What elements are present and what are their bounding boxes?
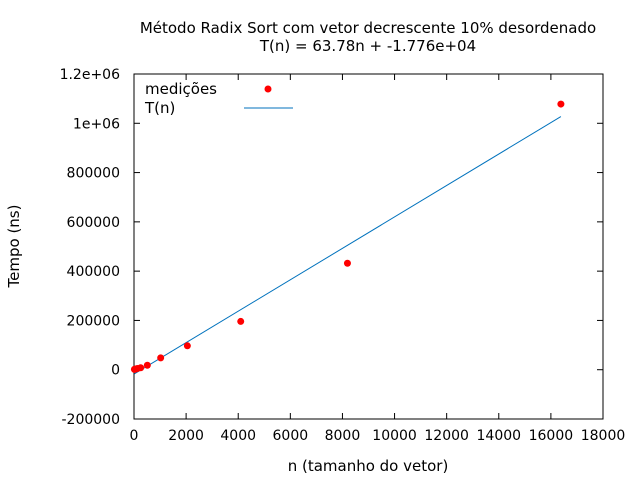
y-axis-ticks: -200000 0 200000 400000 600000 800000 1e+06 1.2… <box>60 67 603 428</box>
y-tick-label: 1.2e+06 <box>60 67 121 83</box>
x-tick-label: 16000 <box>529 428 574 444</box>
x-axis-ticks: 0 2000 4000 6000 8000 10000 12000 14000 16000 180… <box>130 74 626 444</box>
legend-label-medicoes: medições <box>145 80 217 98</box>
legend-label-tn: T(n) <box>144 99 175 117</box>
legend-marker-medicoes <box>264 85 272 93</box>
data-point <box>343 259 351 267</box>
data-point <box>143 361 151 369</box>
x-tick-label: 10000 <box>372 428 417 444</box>
x-tick-label: 8000 <box>325 428 361 444</box>
data-point <box>557 100 565 108</box>
series-layer <box>130 100 565 375</box>
data-point <box>157 354 165 362</box>
plot-frame <box>133 73 604 420</box>
x-tick-label: 0 <box>130 428 139 444</box>
data-point <box>137 364 145 372</box>
y-axis-label: Tempo (ns) <box>5 205 23 289</box>
legend: medições T(n) <box>144 80 293 117</box>
chart-title: Método Radix Sort com vetor decrescente … <box>140 19 596 37</box>
x-tick-label: 14000 <box>477 428 522 444</box>
y-tick-label: 800000 <box>67 166 120 182</box>
y-tick-label: 400000 <box>67 264 120 280</box>
x-axis-label: n (tamanho do vetor) <box>288 457 449 475</box>
data-point <box>183 342 191 350</box>
x-tick-label: 6000 <box>273 428 309 444</box>
y-tick-label: 600000 <box>67 215 120 231</box>
chart-subtitle: T(n) = 63.78n + -1.776e+04 <box>259 37 476 55</box>
y-tick-label: -200000 <box>62 412 121 428</box>
y-tick-label: 200000 <box>67 313 120 329</box>
data-point <box>237 317 245 325</box>
x-tick-label: 4000 <box>220 428 256 444</box>
y-tick-label: 1e+06 <box>73 116 120 132</box>
x-tick-label: 2000 <box>168 428 204 444</box>
x-tick-label: 12000 <box>424 428 469 444</box>
fit-line <box>134 116 562 375</box>
y-tick-label: 0 <box>111 363 120 379</box>
x-tick-label: 18000 <box>581 428 626 444</box>
